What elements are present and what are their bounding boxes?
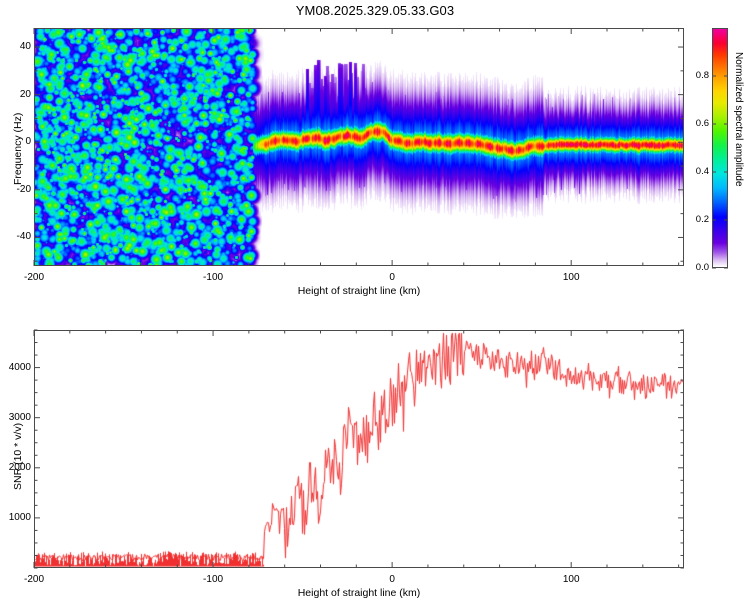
colorbar <box>712 28 728 268</box>
spectrogram-ytick-0: 0 <box>25 136 31 148</box>
snr-y-axis-label: SNR (10 * v/v) <box>12 422 24 490</box>
spectrogram-xtick--200: -200 <box>23 272 44 283</box>
spectrogram-x-axis-label: Height of straight line (km) <box>297 285 421 297</box>
colorbar-tick-0.4: 0.4 <box>695 166 709 177</box>
snr-line-trace <box>35 331 683 567</box>
spectrogram-ytick--40: -40 <box>16 231 31 243</box>
spectrogram-y-axis-label: Frequency (Hz) <box>12 112 24 185</box>
snr-plot-area <box>34 330 684 568</box>
colorbar-tick-0.6: 0.6 <box>695 118 709 129</box>
snr-ytick-2000: 2000 <box>8 461 31 473</box>
snr-xtick--200: -200 <box>23 574 44 585</box>
snr-x-axis-label: Height of straight line (km) <box>297 587 421 599</box>
colorbar-tick-0.2: 0.2 <box>695 214 709 225</box>
snr-xtick-100: 100 <box>562 574 580 585</box>
snr-ytick-1000: 1000 <box>8 511 31 523</box>
colorbar-tick-0.0: 0.0 <box>695 262 709 273</box>
page-title: YM08.2025.329.05.33.G03 <box>295 3 455 18</box>
spectrogram-image <box>35 29 683 265</box>
snr-xtick-0: 0 <box>389 574 395 585</box>
spectrogram-plot-area <box>34 28 684 266</box>
snr-ytick-3000: 3000 <box>8 411 31 423</box>
spectrogram-ytick-40: 40 <box>19 41 31 53</box>
spectrogram-xtick-0: 0 <box>389 272 395 283</box>
snr-xtick--100: -100 <box>203 574 224 585</box>
colorbar-tick-0.8: 0.8 <box>695 70 709 81</box>
spectrogram-ytick--20: -20 <box>16 183 31 195</box>
snr-ytick-4000: 4000 <box>8 361 31 373</box>
spectrogram-ytick-20: 20 <box>19 88 31 100</box>
spectrogram-xtick--100: -100 <box>203 272 224 283</box>
spectrogram-xtick-100: 100 <box>562 272 580 283</box>
colorbar-label: Normalized spectral amplitude <box>733 52 744 187</box>
